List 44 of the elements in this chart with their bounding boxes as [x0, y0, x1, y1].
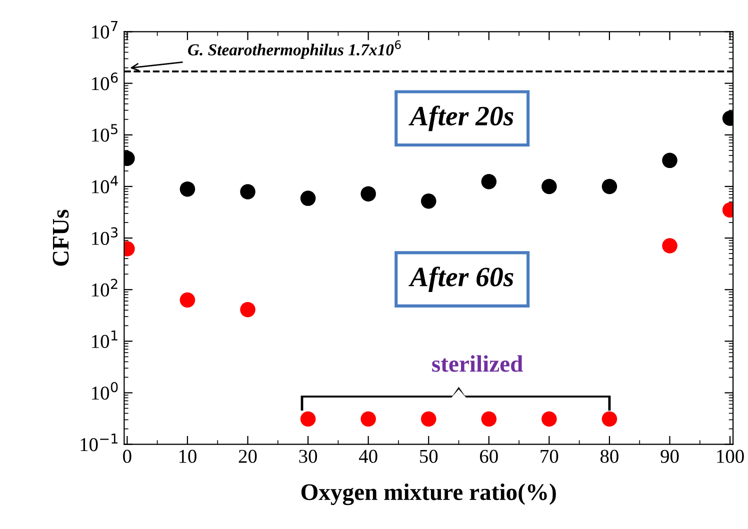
x-tick-label: 20	[238, 450, 257, 463]
point	[542, 178, 557, 194]
annotation: After 20s	[408, 106, 514, 132]
point	[240, 184, 256, 200]
x-tick-label: 40	[358, 450, 378, 463]
x-tick-label: 10	[179, 450, 196, 463]
point	[481, 411, 497, 427]
x-tick-label: 50	[420, 450, 438, 463]
x-tick-label: 80	[600, 450, 618, 463]
point	[360, 411, 376, 427]
x-tick-label: 0	[123, 450, 132, 463]
y-tick-label: 10$^{0}$	[92, 382, 118, 400]
point	[602, 411, 618, 427]
legend-label: G. Stearothermophilus 1.7x10$^{6}$	[188, 40, 401, 59]
annotation: After 60s	[408, 266, 514, 292]
point	[180, 181, 196, 197]
point	[420, 411, 436, 427]
point	[602, 178, 618, 194]
y-tick-label: 10$^{5}$	[92, 124, 118, 142]
y-tick-label: 10$^{−1}$	[80, 434, 118, 452]
y-tick-label: 10$^{4}$	[92, 176, 118, 194]
x-tick-label: 30	[299, 450, 318, 463]
y-tick-label: 10$^{6}$	[92, 72, 118, 90]
y-tick-label: 10$^{1}$	[92, 330, 118, 348]
annotation: sterilized	[432, 355, 523, 372]
point	[662, 152, 678, 168]
x-tick-label: 90	[660, 450, 679, 463]
point	[360, 186, 376, 202]
point	[662, 238, 678, 254]
x-tick-label: 100	[717, 450, 744, 463]
point	[180, 292, 196, 308]
x-tick-label: 70	[540, 450, 558, 463]
y-axis-title: CFUs	[52, 210, 69, 266]
point	[481, 174, 497, 190]
y-tick-label: 10$^{3}$	[92, 227, 118, 245]
point	[300, 411, 316, 427]
y-tick-label: 10$^{2}$	[92, 278, 118, 297]
point	[542, 411, 557, 427]
x-tick-label: 60	[480, 450, 498, 463]
point	[420, 193, 436, 209]
point	[300, 190, 316, 206]
x-axis-title: Oxygen mixture ratio(%)	[301, 484, 556, 506]
point	[240, 302, 256, 318]
y-tick-label: 10$^{7}$	[92, 21, 118, 39]
